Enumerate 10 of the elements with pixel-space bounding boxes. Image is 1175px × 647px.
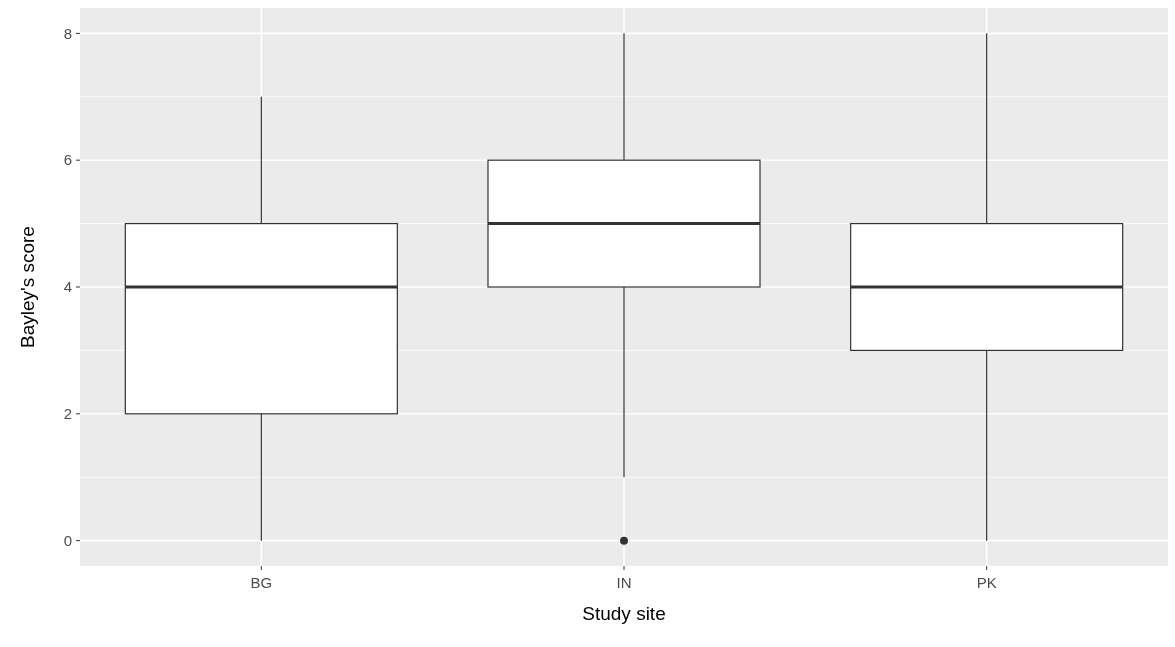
y-tick-label: 2 <box>63 405 72 423</box>
x-tick-label: PK <box>976 574 997 591</box>
y-tick-label: 0 <box>63 531 72 549</box>
y-axis-title: Bayley's score <box>17 226 38 348</box>
y-tick-label: 4 <box>63 278 72 296</box>
y-tick-label: 6 <box>63 151 72 169</box>
x-axis-title: Study site <box>582 603 666 624</box>
x-tick-label: IN <box>616 574 632 591</box>
x-tick-label: BG <box>250 574 273 591</box>
y-tick-label: 8 <box>63 24 72 42</box>
